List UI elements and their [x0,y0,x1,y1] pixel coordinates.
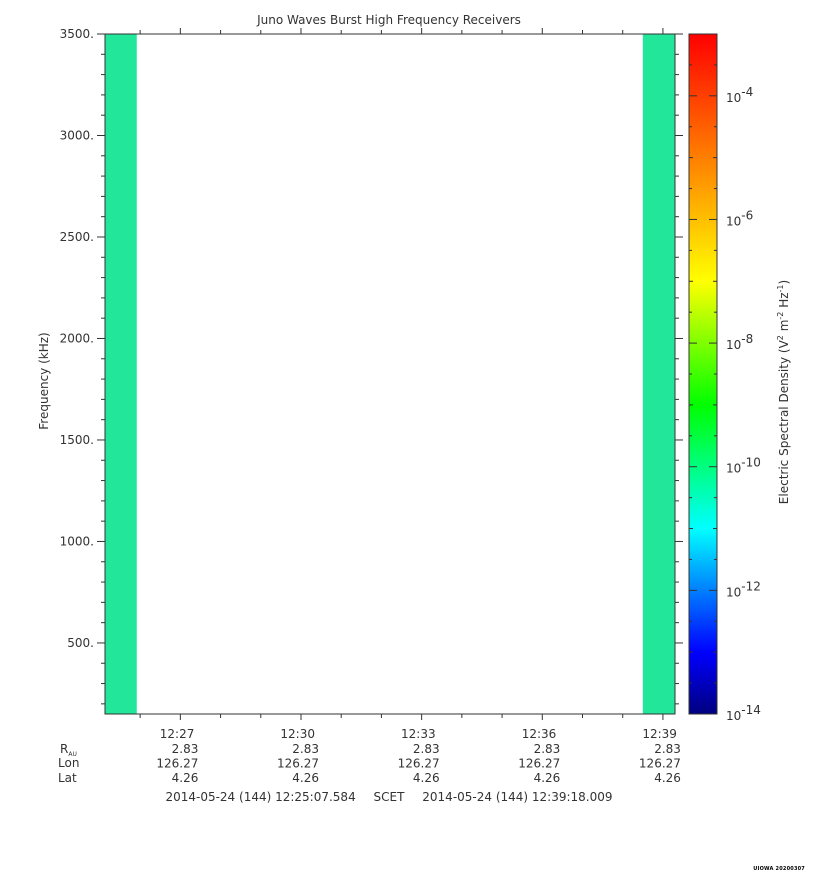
plot-background [105,34,675,714]
x-tick-label: 12:33 [401,727,436,741]
ephemeris-label-r: RAU [60,742,77,758]
ephemeris-value: 2.83 [654,742,681,756]
colorbar-tick-labels: 10-4 10-6 10-8 10-10 10-12 10-14 [726,85,761,723]
ephemeris-value: 126.27 [398,757,440,771]
ephemeris-value: 2.83 [292,742,319,756]
x-axis-ticks [139,28,664,720]
colorbar-ticks [689,33,717,715]
y-tick-label: 3000. [60,128,94,142]
x-tick-label: 12:36 [522,727,557,741]
x-tick-label: 12:27 [160,727,195,741]
colorbar [688,33,718,715]
colorbar-tick-label: 10-10 [726,456,761,476]
ephemeris-value: 2.83 [413,742,440,756]
y-tick-label: 2000. [60,331,94,345]
ephemeris-value: 126.27 [156,757,198,771]
ephemeris-value: 126.27 [518,757,560,771]
time-range-end: 2014-05-24 (144) 12:39:18.009 [422,790,612,804]
time-range-frame: SCET [374,790,406,804]
credit-stamp: UIOWA 20200307 [753,866,805,872]
y-tick-label: 2500. [60,230,94,244]
colorbar-tick-label: 10-4 [726,85,753,105]
colorbar-label: Electric Spectral Density (V2 m-2 Hz-1) [776,280,791,504]
data-block-start [105,34,137,714]
x-tick-label: 12:39 [642,727,677,741]
y-tick-label: 3500. [60,27,94,41]
ephemeris-value: 126.27 [639,757,681,771]
y-tick-label: 1000. [60,534,94,548]
ephemeris-value: 4.26 [654,771,681,785]
ephemeris-table: RAU Lon Lat 2.83126.274.262.83126.274.26… [58,742,681,785]
time-range-start: 2014-05-24 (144) 12:25:07.584 [165,790,355,804]
chart-title: Juno Waves Burst High Frequency Receiver… [256,13,521,27]
y-tick-label: 1500. [60,433,94,447]
ephemeris-label-lon: Lon [58,756,79,770]
data-block-end [642,34,675,714]
y-tick-label: 500. [67,636,94,650]
time-range: 2014-05-24 (144) 12:25:07.584 SCET 2014-… [165,790,612,804]
colorbar-tick-label: 10-12 [726,579,761,599]
x-axis-tick-labels: 12:27 12:30 12:33 12:36 12:39 [160,727,677,741]
ephemeris-value: 4.26 [413,771,440,785]
colorbar-tick-label: 10-14 [726,703,761,723]
ephemeris-value: 4.26 [172,771,199,785]
ephemeris-label-r-main: R [60,742,68,756]
colorbar-tick-label: 10-8 [726,332,753,352]
x-tick-label: 12:30 [280,727,315,741]
colorbar-tick-label: 10-6 [726,208,753,228]
ephemeris-value: 126.27 [277,757,319,771]
ephemeris-value: 4.26 [292,771,319,785]
plot-frame [104,33,676,715]
ephemeris-value: 2.83 [534,742,561,756]
y-axis-tick-labels: 500. 1000. 1500. 2000. 2500. 3000. 3500. [60,27,94,650]
ephemeris-label-lat: Lat [58,771,77,785]
y-axis-ticks [97,33,683,705]
ephemeris-value: 4.26 [534,771,561,785]
y-axis-label: Frequency (kHz) [37,332,51,429]
ephemeris-label-r-sub: AU [68,751,77,758]
ephemeris-value: 2.83 [172,742,199,756]
